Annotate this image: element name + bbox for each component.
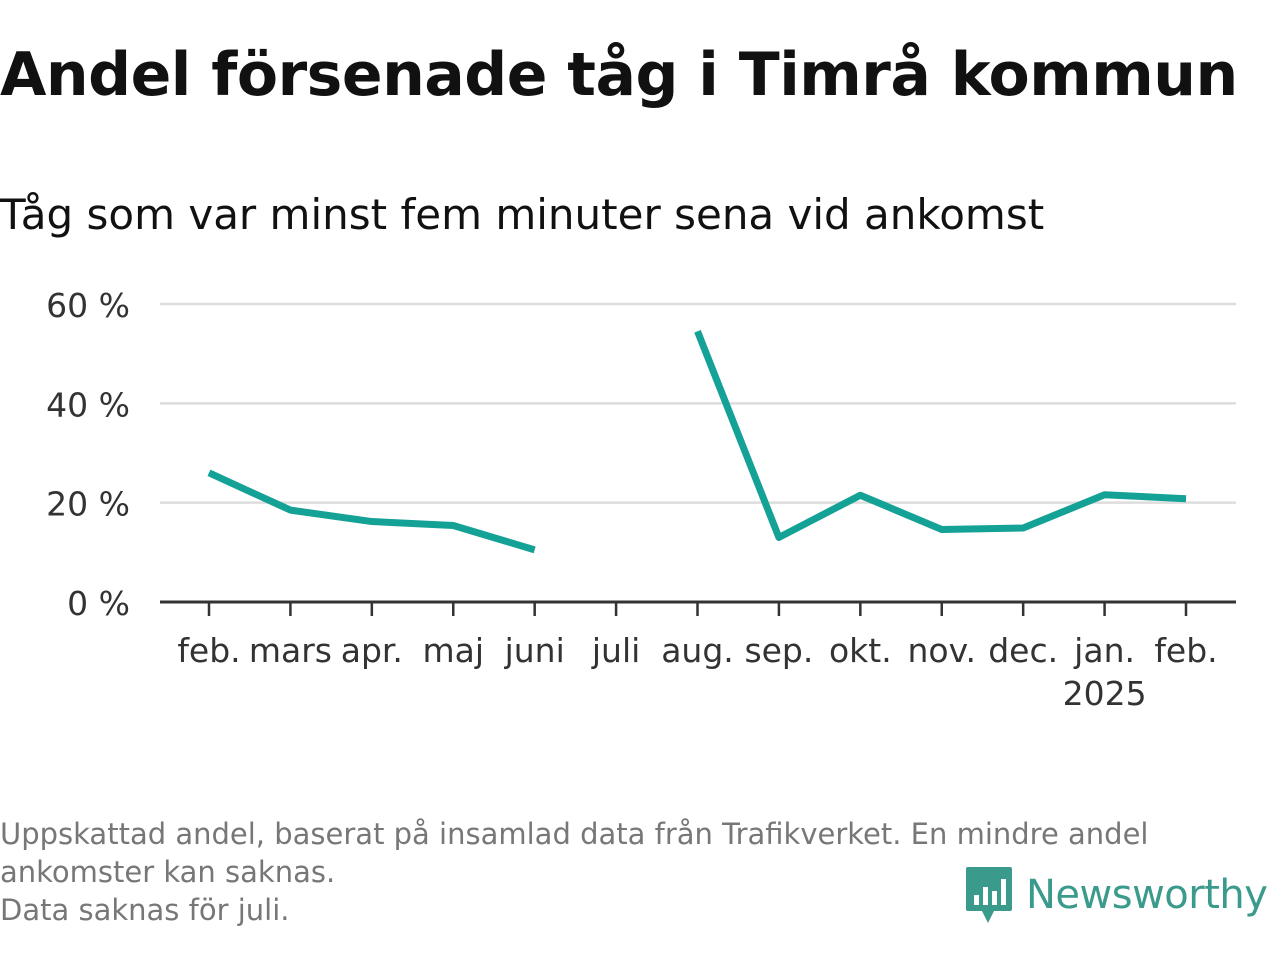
line-chart: 0 %20 %40 %60 % feb. mars apr. maj juni juli a… [46,286,1236,713]
series-line [207,469,536,554]
x-tick-label: nov. [907,631,976,670]
brand-logo: Newsworthy [964,864,1268,926]
x-tick-label: maj [422,631,484,670]
y-tick-label: 20 % [46,485,130,524]
y-tick-label: 0 % [67,584,130,623]
x-tick-label: apr. [341,631,403,670]
x-axis-ticks: feb. mars apr. maj juni juli aug. sep. okt. nov. d… [177,602,1218,713]
x-tick-label: feb. [177,631,240,670]
x-tick-label: juni [504,631,565,670]
x-tick-label: okt. [829,631,892,670]
footnote: Uppskattad andel, baserat på insamlad da… [0,815,1270,929]
y-axis-ticks: 0 % 20 % 40 % 60 % [46,286,130,623]
x-tick-label: juli [591,631,640,670]
y-tick-label: 60 % [46,286,130,325]
footnote-line-1: Uppskattad andel, baserat på insamlad da… [0,817,1149,851]
x-tick-label: aug. [661,631,734,670]
series-line [694,330,1187,541]
x-tick-label: jan. [1073,631,1135,670]
x-tick-label: dec. [988,631,1058,670]
footnote-line-3: Data saknas för juli. [0,893,290,927]
chart-title: Andel försenade tåg i Timrå kommun [0,40,1238,110]
x-tick-label: sep. [744,631,813,670]
brand-name: Newsworthy [1026,872,1268,918]
chart-subtitle: Tåg som var minst fem minuter sena vid a… [0,190,1045,239]
y-tick-label: 40 % [46,385,130,424]
newsworthy-logo-icon [966,867,1012,923]
x-tick-label: mars [249,631,332,670]
footnote-line-2: ankomster kan saknas. [0,855,336,889]
x-year-label: 2025 [1063,674,1147,713]
x-tick-label: feb. [1154,631,1217,670]
grid-layer [160,302,1236,504]
series-layer [207,330,1187,554]
